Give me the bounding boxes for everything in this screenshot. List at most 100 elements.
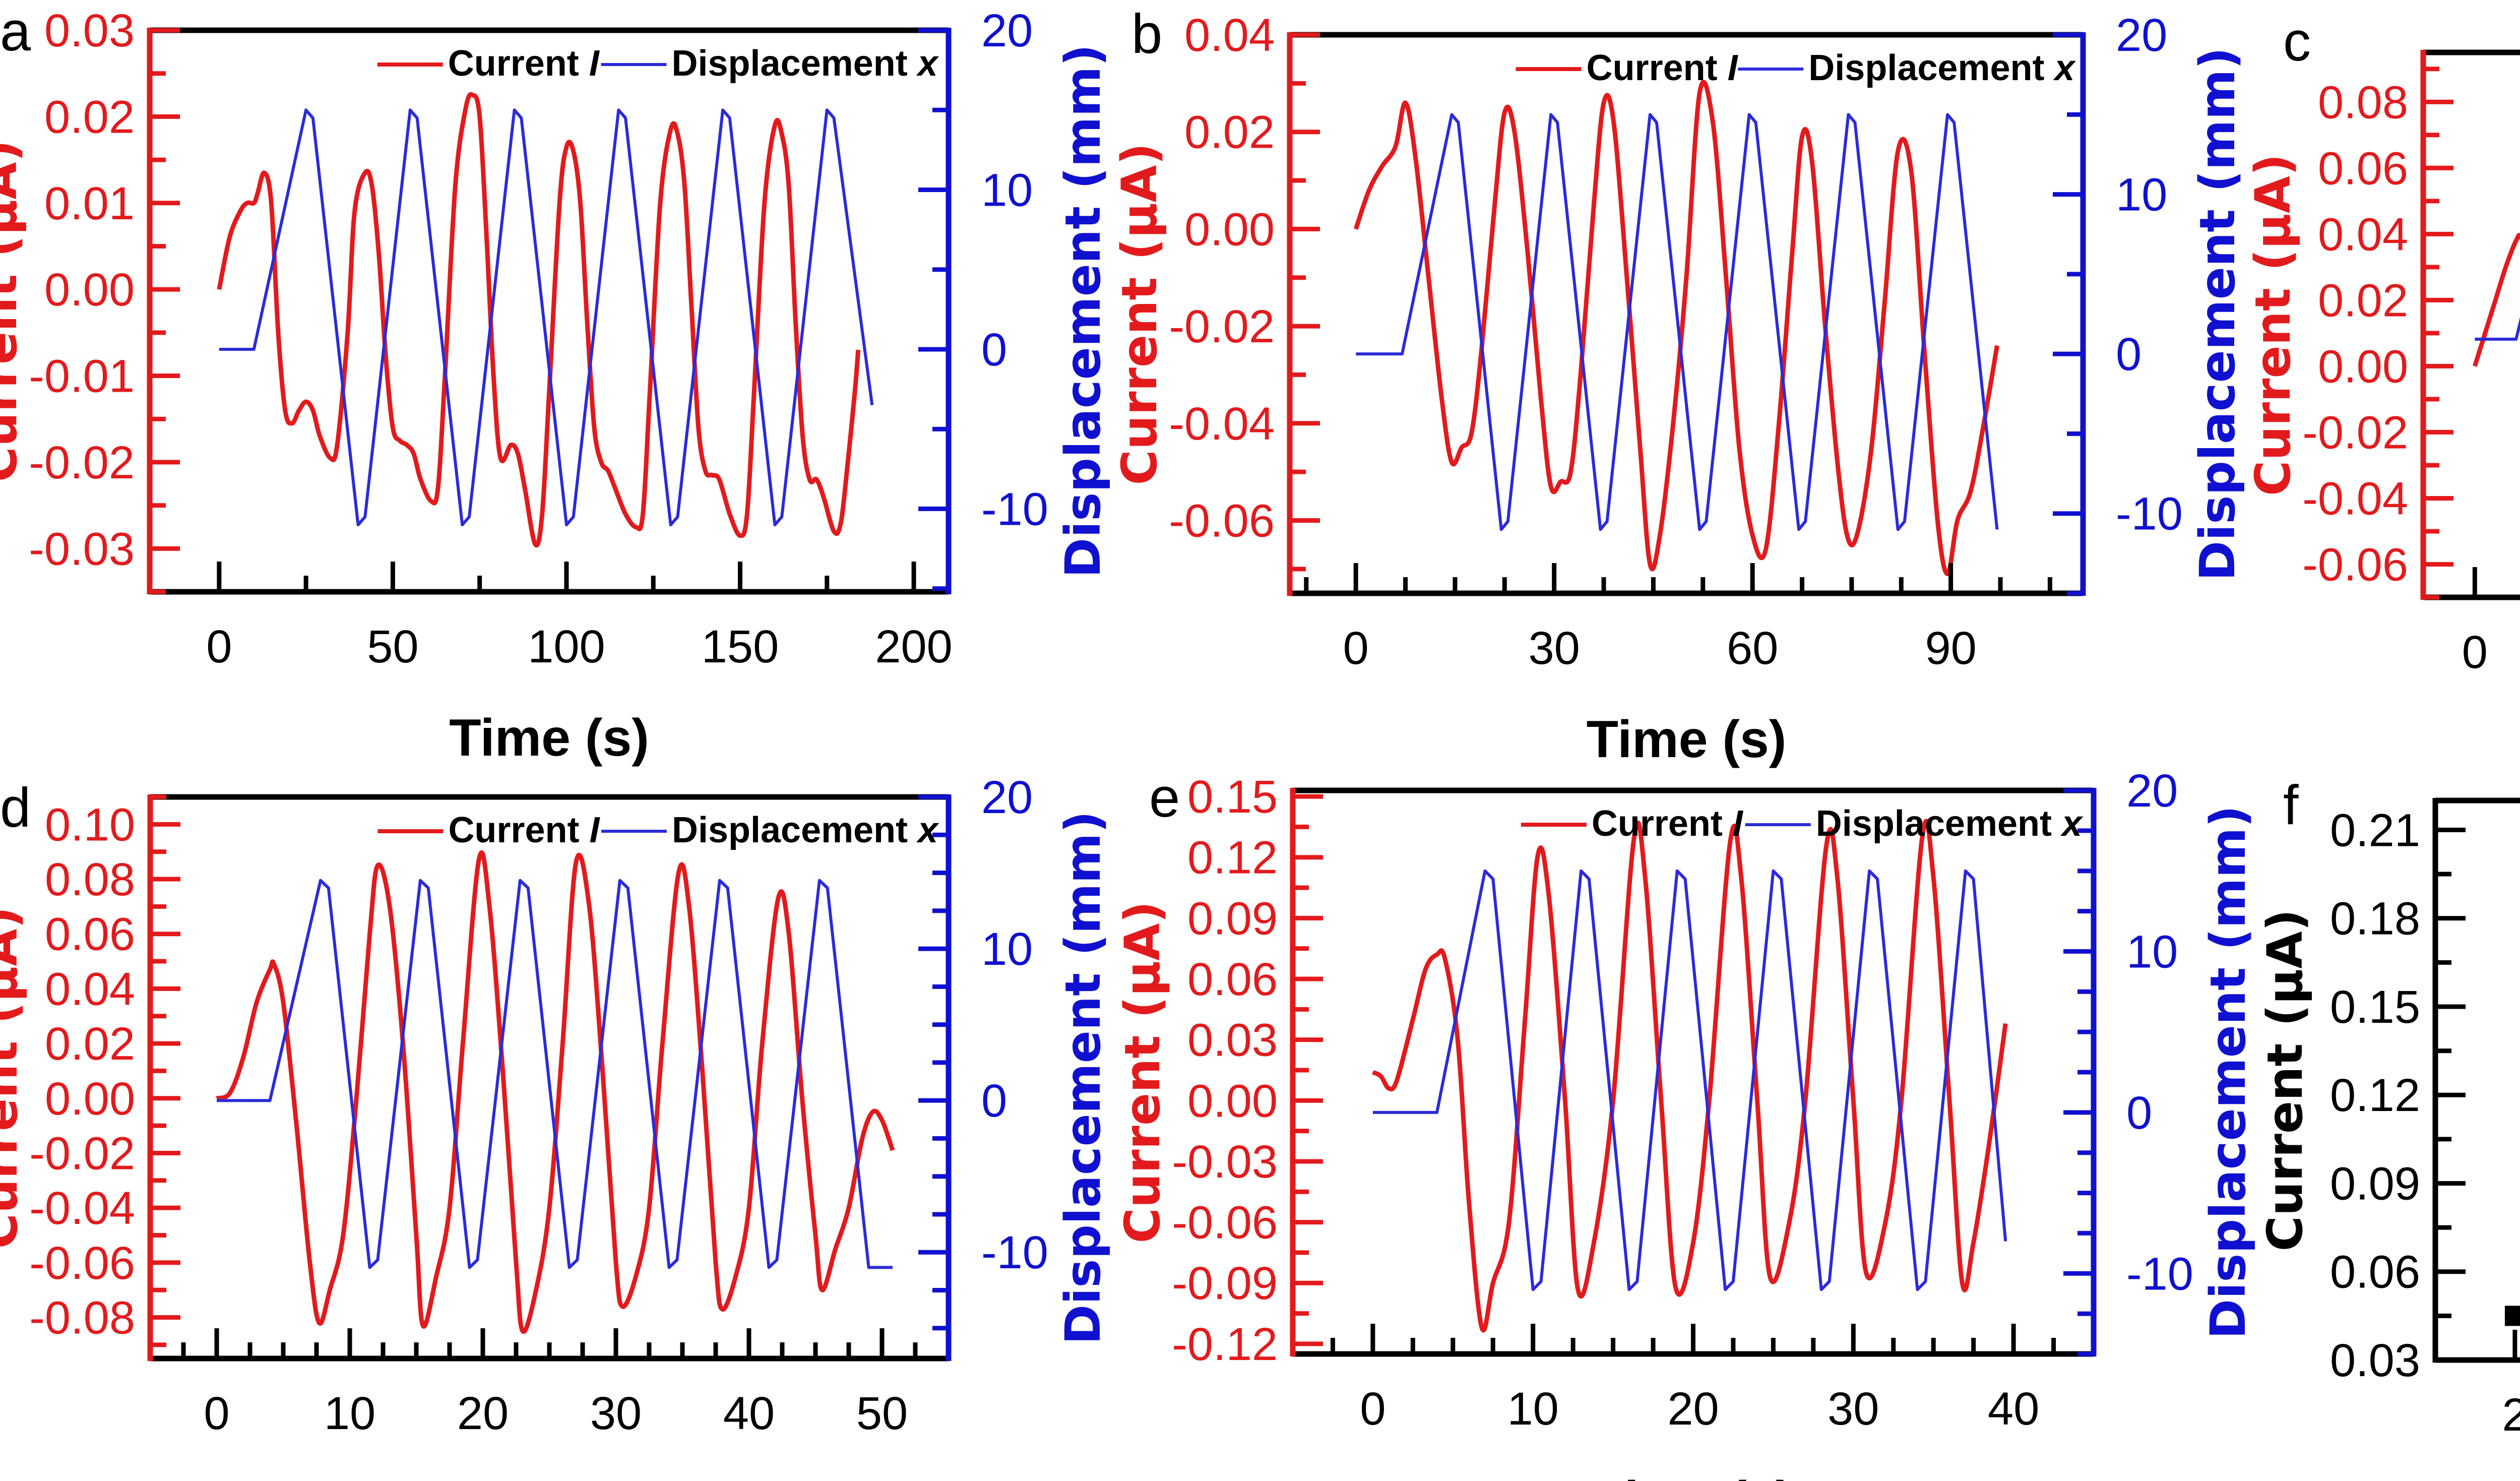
displacement-trace bbox=[1356, 113, 1999, 531]
current-trace bbox=[216, 850, 895, 1334]
panel-f: f246810Velocity (mm/s)0.030.060.090.120.… bbox=[2257, 774, 2520, 1441]
x-tick-label: 90 bbox=[1925, 623, 1976, 674]
y-left-tick-label: 0.15 bbox=[1187, 771, 1278, 823]
y-left-tick-label: 0.02 bbox=[45, 1018, 135, 1070]
y-right-tick-label: 20 bbox=[2116, 10, 2167, 61]
y-left-tick-label: -0.06 bbox=[1172, 1197, 1278, 1249]
y-left-axis-title: Current (μA) bbox=[0, 907, 28, 1249]
y-left-tick-label: 0.15 bbox=[2330, 981, 2420, 1033]
y-right-tick-label: 20 bbox=[2126, 765, 2178, 817]
y-left-tick-label: 0.18 bbox=[2330, 893, 2420, 945]
legend-displacement-label: Displacement x bbox=[1816, 804, 2084, 844]
legend-current-label: Current I bbox=[1587, 48, 1739, 88]
y-left-axis-title: Current (μA) bbox=[1114, 901, 1171, 1244]
legend-current-label: Current I bbox=[1592, 804, 1744, 844]
y-left-axis-title: Current (μA) bbox=[2257, 909, 2313, 1252]
y-left-tick-label: 0.00 bbox=[1187, 1075, 1278, 1127]
y-left-tick-label: 0.04 bbox=[1184, 10, 1275, 61]
legend-current-symbol: I bbox=[589, 43, 600, 84]
x-tick-label: 50 bbox=[856, 1388, 908, 1439]
x-tick-label: 0 bbox=[1360, 1383, 1385, 1435]
y-right-axis-title: Displacement (mm) bbox=[1055, 44, 1111, 578]
legend-displacement-symbol: x bbox=[916, 43, 939, 84]
fitted-line bbox=[2513, 1313, 2520, 1321]
x-tick-label: 50 bbox=[367, 621, 418, 672]
y-left-tick-label: -0.06 bbox=[1169, 495, 1275, 546]
y-right-tick-label: 0 bbox=[2126, 1087, 2152, 1139]
displacement-trace bbox=[219, 108, 874, 527]
displacement-trace bbox=[1372, 869, 2007, 1291]
y-left-tick-label: 0.04 bbox=[2318, 209, 2408, 260]
y-left-tick-label: -0.04 bbox=[1169, 398, 1275, 450]
x-tick-label: 20 bbox=[1667, 1383, 1719, 1435]
experimental-point bbox=[2504, 1306, 2520, 1326]
panel-label: e bbox=[1149, 767, 1180, 829]
y-left-axis-title: Current (μA) bbox=[1111, 143, 1168, 485]
y-right-tick-label: 10 bbox=[981, 164, 1033, 216]
x-tick-label: 200 bbox=[875, 621, 953, 672]
panel-label: b bbox=[1131, 3, 1162, 65]
y-left-tick-label: 0.12 bbox=[1187, 832, 1278, 884]
y-left-tick-label: 0.06 bbox=[45, 909, 135, 960]
panel-label: d bbox=[0, 777, 31, 839]
legend-current-symbol: I bbox=[1733, 804, 1744, 844]
y-right-tick-label: 10 bbox=[2116, 169, 2167, 221]
y-left-tick-label: -0.02 bbox=[29, 437, 135, 488]
y-left-tick-label: 0.02 bbox=[2318, 275, 2408, 326]
panel-label: f bbox=[2283, 774, 2299, 836]
y-left-tick-label: 0.00 bbox=[45, 1073, 135, 1125]
y-left-tick-label: -0.02 bbox=[1169, 301, 1275, 352]
y-left-tick-label: -0.04 bbox=[2302, 473, 2408, 524]
y-left-tick-label: -0.03 bbox=[1172, 1136, 1278, 1188]
y-left-tick-label: 0.01 bbox=[44, 178, 135, 229]
y-left-tick-label: 0.09 bbox=[2330, 1158, 2420, 1209]
y-right-tick-label: 0 bbox=[2116, 329, 2141, 380]
y-left-tick-label: -0.02 bbox=[2302, 407, 2408, 458]
y-right-tick-label: -10 bbox=[981, 1227, 1048, 1278]
y-left-tick-label: 0.10 bbox=[45, 799, 135, 850]
y-left-tick-label: -0.01 bbox=[29, 351, 135, 402]
x-tick-label: 60 bbox=[1727, 623, 1778, 674]
y-left-tick-label: -0.12 bbox=[1172, 1319, 1278, 1370]
y-left-tick-label: 0.03 bbox=[44, 5, 135, 56]
x-tick-label: 20 bbox=[457, 1388, 509, 1439]
panel-b: b 0 30 60 90 Time (s) -0.06 -0.04 -0.02 0.00 0.02 0… bbox=[1111, 3, 2246, 769]
panel-c: c010203040506070Time (s)-0.06-0.04-0.020… bbox=[2245, 11, 2520, 678]
x-tick-label: 10 bbox=[1507, 1383, 1559, 1435]
legend-displacement-label: Displacement x bbox=[1808, 48, 2076, 88]
legend-current-label: Current I bbox=[448, 810, 600, 850]
y-right-axis-title: Displacement (mm) bbox=[2189, 47, 2246, 581]
legend-displacement-text: Displacement bbox=[672, 810, 918, 850]
y-right-axis-title: Displacement (mm) bbox=[2200, 806, 2256, 1339]
y-left-tick-label: 0.02 bbox=[1184, 107, 1275, 158]
x-tick-label: 0 bbox=[206, 621, 232, 672]
y-right-axis-title: Displacement (mm) bbox=[1055, 811, 1111, 1345]
y-right-tick-label: -10 bbox=[2116, 488, 2183, 540]
current-trace bbox=[2473, 233, 2520, 367]
x-tick-label: 40 bbox=[723, 1388, 775, 1439]
y-right-tick-label: 20 bbox=[981, 5, 1033, 56]
x-tick-label: 0 bbox=[204, 1388, 229, 1439]
legend-displacement-label: Displacement x bbox=[672, 43, 939, 84]
current-trace bbox=[217, 92, 861, 548]
displacement-trace bbox=[217, 879, 893, 1269]
y-left-tick-label: 0.02 bbox=[44, 91, 135, 143]
y-left-axis-title: Current (μA) bbox=[0, 140, 28, 482]
x-tick-label: 30 bbox=[590, 1388, 642, 1439]
panel-label: a bbox=[0, 1, 31, 63]
x-axis-title: Time (s) bbox=[449, 709, 649, 767]
y-left-tick-label: -0.08 bbox=[29, 1292, 135, 1343]
current-trace bbox=[1371, 819, 2008, 1333]
x-tick-label: 10 bbox=[324, 1388, 375, 1439]
legend-current-text: Current bbox=[448, 810, 589, 850]
legend-displacement-text: Displacement bbox=[672, 43, 918, 84]
x-axis-title: Time (s) bbox=[1587, 710, 1787, 769]
y-left-tick-label: 0.03 bbox=[2330, 1335, 2420, 1386]
panel-label: c bbox=[2283, 11, 2311, 73]
y-left-axis-title: Current (μA) bbox=[2245, 154, 2301, 496]
y-left-tick-label: 0.00 bbox=[44, 264, 135, 316]
legend-displacement-symbol: x bbox=[2052, 48, 2076, 88]
x-tick-label: 0 bbox=[1343, 623, 1369, 674]
